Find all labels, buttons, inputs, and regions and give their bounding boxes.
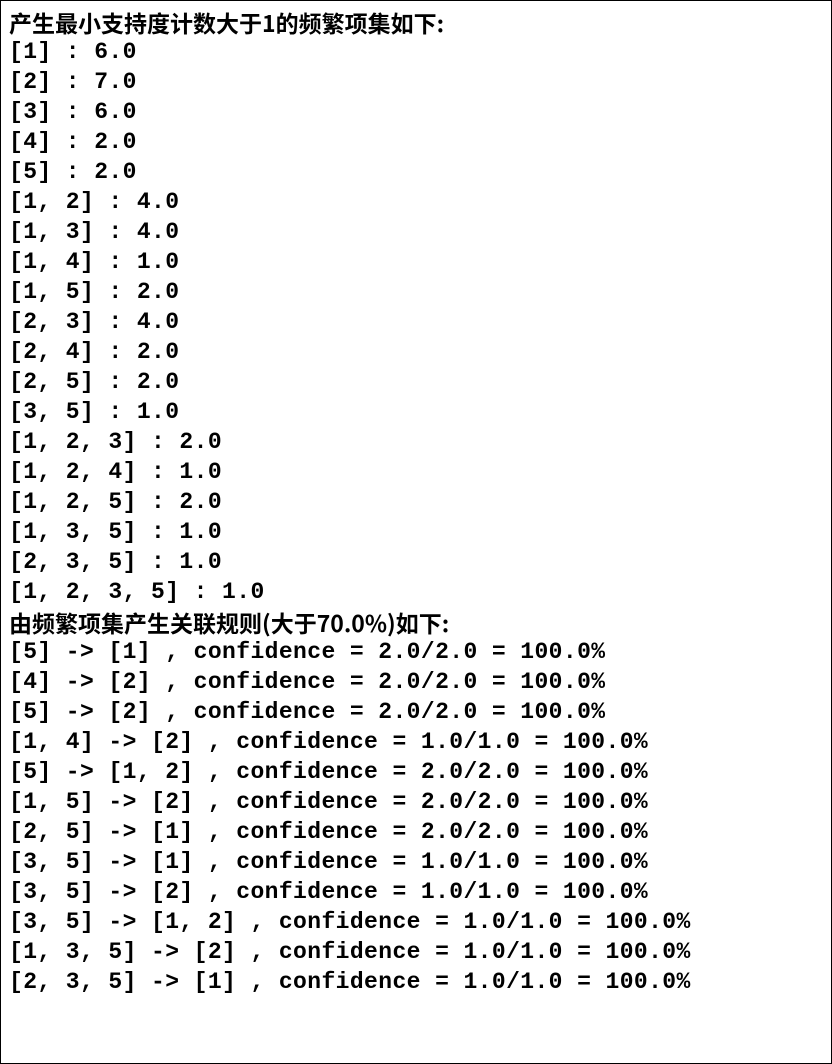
rule-line: [5] -> [2] , confidence = 2.0/2.0 = 100.… xyxy=(9,697,823,727)
itemset-line: [3] : 6.0 xyxy=(9,97,823,127)
rule-line: [1, 4] -> [2] , confidence = 1.0/1.0 = 1… xyxy=(9,727,823,757)
rule-line: [2, 3, 5] -> [1] , confidence = 1.0/1.0 … xyxy=(9,967,823,997)
rule-line: [1, 5] -> [2] , confidence = 2.0/2.0 = 1… xyxy=(9,787,823,817)
itemset-line: [1, 5] : 2.0 xyxy=(9,277,823,307)
itemset-line: [2, 4] : 2.0 xyxy=(9,337,823,367)
itemset-line: [5] : 2.0 xyxy=(9,157,823,187)
rule-line: [5] -> [1] , confidence = 2.0/2.0 = 100.… xyxy=(9,637,823,667)
itemset-line: [1] : 6.0 xyxy=(9,37,823,67)
rule-line: [3, 5] -> [2] , confidence = 1.0/1.0 = 1… xyxy=(9,877,823,907)
itemset-line: [4] : 2.0 xyxy=(9,127,823,157)
rule-line: [2, 5] -> [1] , confidence = 2.0/2.0 = 1… xyxy=(9,817,823,847)
rule-line: [5] -> [1, 2] , confidence = 2.0/2.0 = 1… xyxy=(9,757,823,787)
rule-line: [1, 3, 5] -> [2] , confidence = 1.0/1.0 … xyxy=(9,937,823,967)
rule-line: [3, 5] -> [1] , confidence = 1.0/1.0 = 1… xyxy=(9,847,823,877)
itemset-line: [1, 3, 5] : 1.0 xyxy=(9,517,823,547)
itemset-line: [1, 2, 4] : 1.0 xyxy=(9,457,823,487)
association-rules-list: [5] -> [1] , confidence = 2.0/2.0 = 100.… xyxy=(9,637,823,997)
itemset-line: [2, 3] : 4.0 xyxy=(9,307,823,337)
itemset-line: [1, 4] : 1.0 xyxy=(9,247,823,277)
rule-line: [4] -> [2] , confidence = 2.0/2.0 = 100.… xyxy=(9,667,823,697)
itemset-line: [2, 3, 5] : 1.0 xyxy=(9,547,823,577)
frequent-itemsets-heading: 产生最小支持度计数大于1的频繁项集如下: xyxy=(9,7,823,37)
itemset-line: [2] : 7.0 xyxy=(9,67,823,97)
itemset-line: [1, 3] : 4.0 xyxy=(9,217,823,247)
itemset-line: [1, 2, 5] : 2.0 xyxy=(9,487,823,517)
rule-line: [3, 5] -> [1, 2] , confidence = 1.0/1.0 … xyxy=(9,907,823,937)
console-output-panel: 产生最小支持度计数大于1的频繁项集如下: [1] : 6.0[2] : 7.0[… xyxy=(0,0,832,1064)
itemset-line: [1, 2, 3] : 2.0 xyxy=(9,427,823,457)
frequent-itemsets-list: [1] : 6.0[2] : 7.0[3] : 6.0[4] : 2.0[5] … xyxy=(9,37,823,607)
itemset-line: [1, 2] : 4.0 xyxy=(9,187,823,217)
itemset-line: [2, 5] : 2.0 xyxy=(9,367,823,397)
association-rules-heading: 由频繁项集产生关联规则(大于70.0%)如下: xyxy=(9,607,823,637)
itemset-line: [1, 2, 3, 5] : 1.0 xyxy=(9,577,823,607)
itemset-line: [3, 5] : 1.0 xyxy=(9,397,823,427)
